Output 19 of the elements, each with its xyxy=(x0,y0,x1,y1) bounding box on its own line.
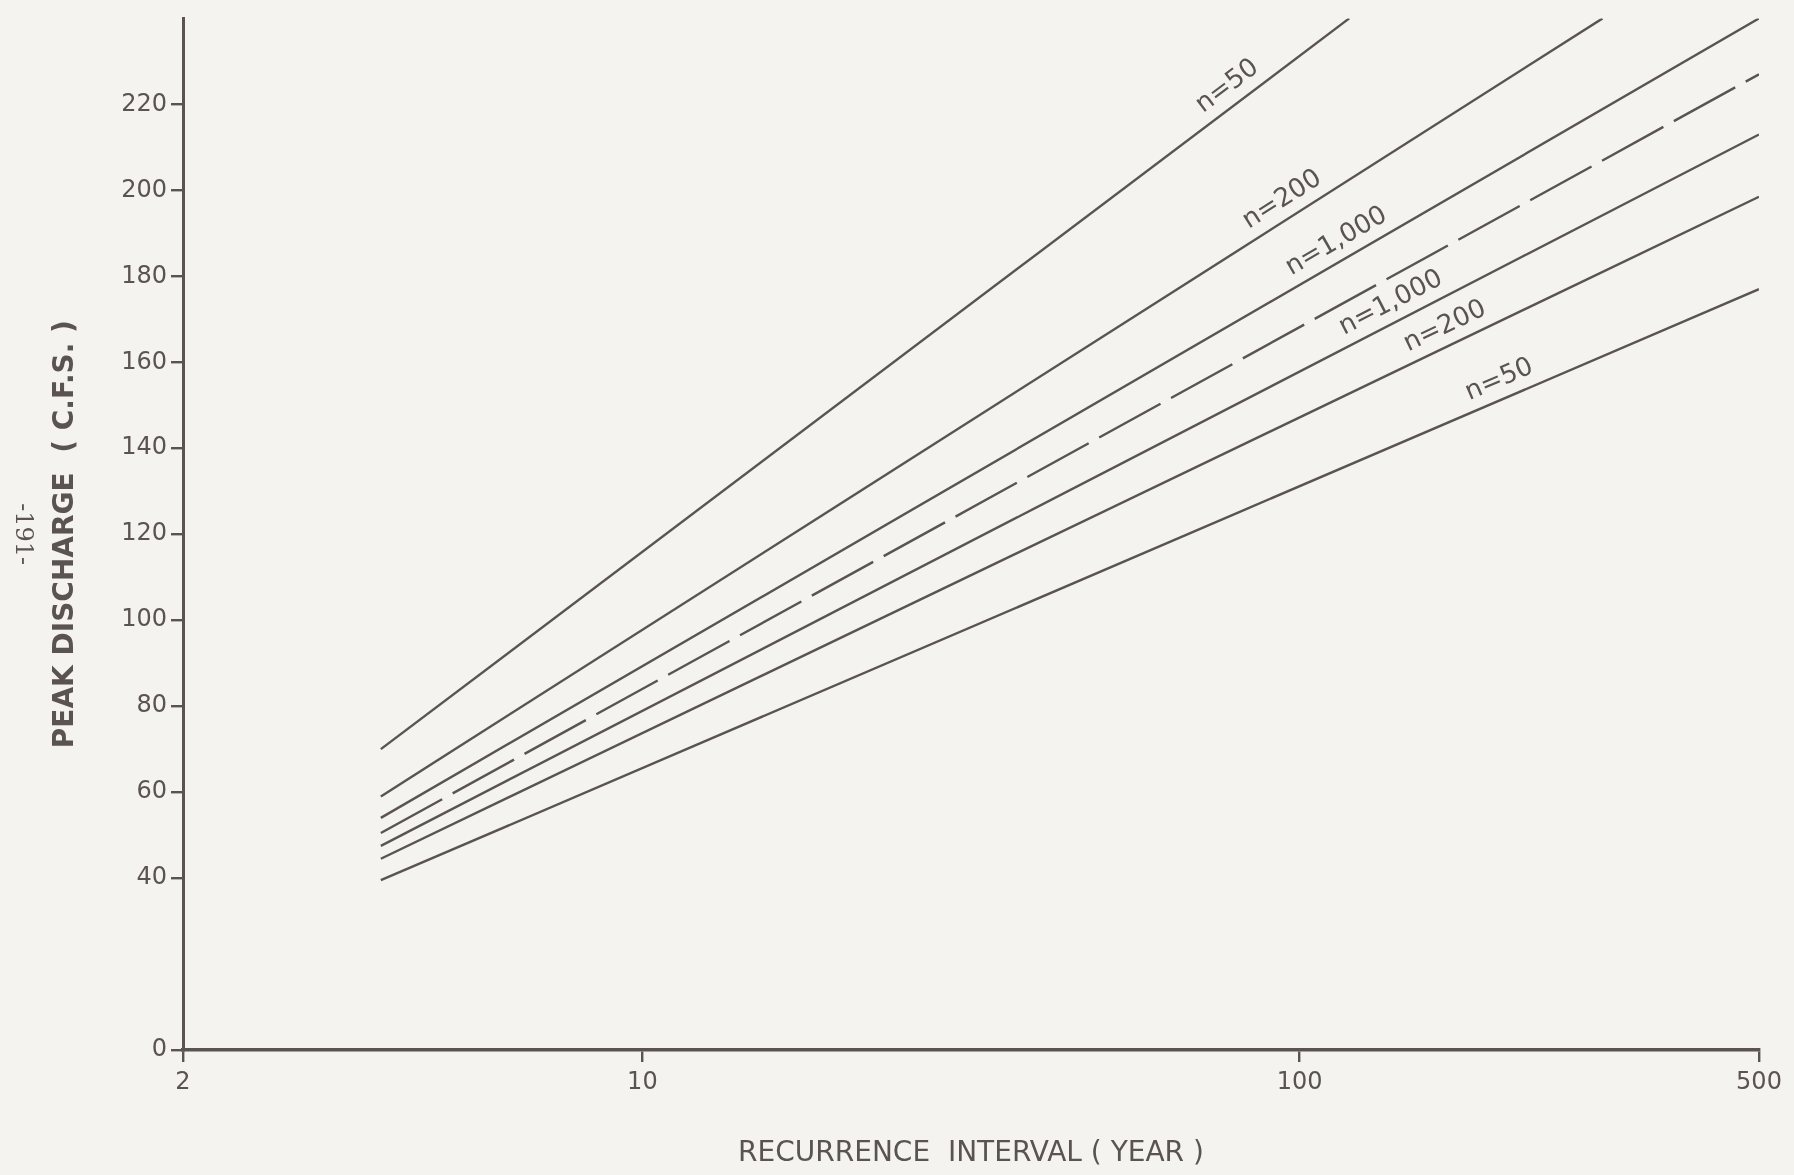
x-tick-label: 500 xyxy=(1736,1066,1782,1095)
y-axis-title: PEAK DISCHARGE ( C.F.S. ) xyxy=(47,320,81,749)
text: -191- xyxy=(9,503,38,566)
y-tick-label: 200 xyxy=(121,174,167,203)
y-tick-label: 40 xyxy=(136,862,167,891)
text: n=50 xyxy=(1459,349,1538,406)
y-tick-label: 80 xyxy=(136,690,167,719)
y-tick-label: 120 xyxy=(121,518,167,547)
y-tick-label: 60 xyxy=(136,776,167,805)
x-tick-label: 10 xyxy=(627,1066,658,1095)
y-tick-label: 180 xyxy=(121,260,167,289)
y-tick-label: 100 xyxy=(121,604,167,633)
y-tick-label: 220 xyxy=(121,88,167,117)
x-tick-label: 100 xyxy=(1276,1066,1323,1095)
y-tick-label: 0 xyxy=(151,1034,167,1063)
x-axis-title: RECURRENCE INTERVAL ( YEAR ) xyxy=(738,1135,1204,1169)
y-tick-label: 160 xyxy=(121,346,167,375)
y-tick-label: 140 xyxy=(121,432,167,461)
x-tick-label: 2 xyxy=(175,1066,191,1095)
